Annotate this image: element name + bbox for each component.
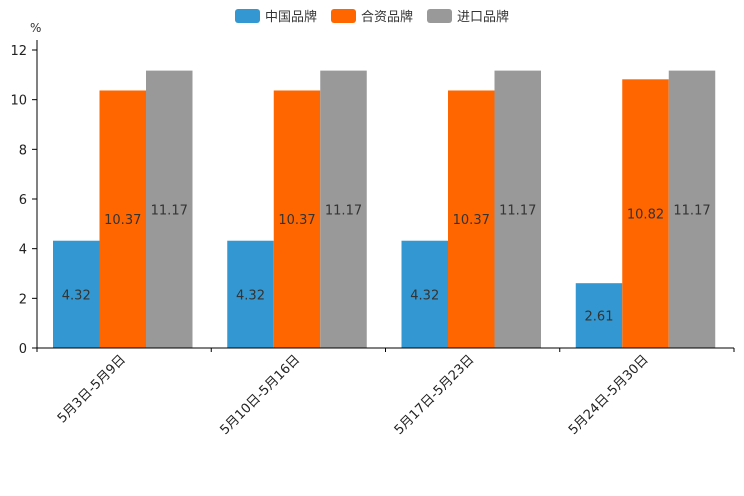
y-tick-label: 12: [10, 44, 27, 59]
data-label-import-brand: 11.17: [673, 203, 710, 218]
y-axis-unit: %: [30, 21, 42, 35]
x-tick-label: 5月17日-5月23日: [392, 352, 478, 438]
data-label-jv-brand: 10.37: [278, 213, 315, 228]
bar-china-brand: [401, 240, 448, 348]
bar-import-brand: [146, 70, 193, 348]
x-tick-label: 5月10日-5月16日: [217, 352, 303, 438]
legend-item-import-brand[interactable]: 进口品牌: [427, 6, 509, 25]
bar-jv-brand: [622, 79, 669, 348]
legend-label-import-brand: 进口品牌: [457, 10, 510, 25]
y-tick-label: 2: [19, 292, 27, 307]
legend-swatch-import-brand: [427, 8, 452, 23]
data-label-import-brand: 11.17: [499, 203, 536, 218]
legend-swatch-china-brand: [234, 8, 260, 23]
data-label-china-brand: 4.32: [236, 288, 265, 303]
y-tick-label: 4: [19, 243, 27, 258]
data-label-jv-brand: 10.82: [627, 208, 664, 223]
data-label-china-brand: 4.32: [62, 288, 91, 303]
bar-import-brand: [320, 70, 367, 348]
bar-china-brand: [53, 240, 100, 348]
legend-item-china-brand[interactable]: 中国品牌: [234, 6, 317, 25]
legend-label-jv-brand: 合资品牌: [360, 10, 413, 25]
data-label-jv-brand: 10.37: [104, 213, 141, 228]
bar-jv-brand: [273, 90, 321, 348]
bar-import-brand: [494, 70, 541, 348]
bar-china-brand: [227, 240, 274, 348]
legend-swatch-jv-brand: [330, 8, 356, 23]
legend-label-china-brand: 中国品牌: [264, 10, 317, 25]
legend: 中国品牌 合资品牌 进口品牌: [0, 6, 744, 25]
data-label-china-brand: 4.32: [410, 288, 439, 303]
y-tick-label: 8: [19, 143, 27, 158]
bar-jv-brand: [99, 90, 146, 348]
data-label-import-brand: 11.17: [151, 203, 188, 218]
bar-china-brand: [575, 283, 623, 348]
x-tick-label: 5月24日-5月30日: [566, 352, 652, 438]
data-label-china-brand: 2.61: [585, 310, 614, 325]
data-label-import-brand: 11.17: [325, 203, 362, 218]
y-tick-label: 6: [19, 193, 27, 208]
bar-import-brand: [668, 70, 716, 348]
x-tick-label: 5月3日-5月9日: [55, 352, 129, 426]
legend-item-jv-brand[interactable]: 合资品牌: [330, 6, 413, 25]
y-tick-label: 0: [19, 342, 27, 357]
data-label-jv-brand: 10.37: [453, 213, 490, 228]
bar-jv-brand: [448, 90, 495, 348]
y-tick-label: 10: [10, 94, 27, 109]
